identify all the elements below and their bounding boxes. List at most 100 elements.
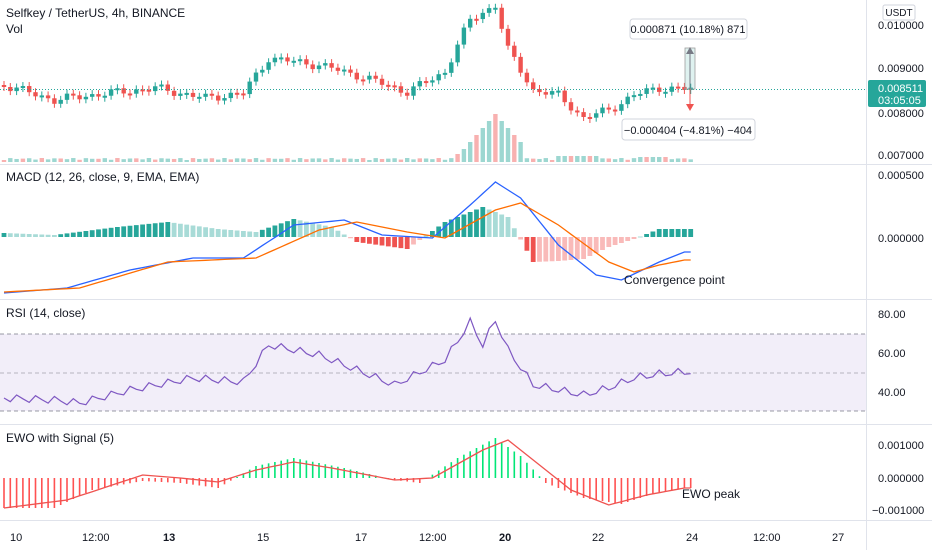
volume-bar: [575, 156, 580, 162]
volume-bar: [310, 158, 315, 162]
ewo-histogram-bar: [53, 478, 56, 508]
macd-histogram-bar: [45, 234, 51, 237]
price-candle: [430, 80, 435, 83]
volume-bar: [279, 158, 284, 162]
price-candle: [203, 93, 208, 97]
ewo-axis[interactable]: 0.001000 0.000000 −0.001000: [872, 440, 924, 517]
macd-histogram-bar: [549, 237, 555, 262]
price-candle: [682, 86, 687, 90]
volume-title[interactable]: Vol: [6, 22, 23, 36]
measure-up-label-box: [629, 18, 748, 40]
volume-bar: [468, 142, 473, 162]
volume-bar: [543, 158, 548, 162]
macd-histogram-bar: [493, 212, 498, 237]
macd-histogram-bar: [146, 223, 152, 237]
volume-bar: [234, 158, 240, 162]
rsi-axis[interactable]: 80.00 60.00 40.00: [878, 309, 906, 399]
price-candle: [323, 63, 328, 66]
time-label: 24: [686, 532, 698, 544]
macd-histogram-bar: [568, 237, 574, 260]
ewo-histogram-bar: [34, 478, 37, 508]
volume-bar: [348, 158, 353, 162]
price-candle: [575, 110, 580, 113]
ewo-histogram-bar: [626, 478, 629, 502]
macd-histogram-bar: [511, 228, 517, 237]
currency-badge[interactable]: [882, 4, 916, 21]
macd-histogram-bar: [562, 237, 568, 261]
ewo-histogram-bar: [482, 444, 484, 478]
rsi-title[interactable]: RSI (14, close): [6, 306, 85, 320]
ewo-histogram-bar: [582, 478, 585, 498]
macd-histogram-bar: [190, 225, 196, 237]
price-candle: [354, 72, 359, 80]
price-candle: [386, 84, 391, 87]
price-candle: [455, 44, 460, 63]
volume-bar: [83, 158, 89, 162]
rsi-tick: 80.00: [878, 309, 906, 321]
price-candle: [247, 81, 252, 95]
macd-histogram-bar: [228, 230, 234, 237]
volume-bar: [241, 158, 246, 162]
macd-histogram-bar: [234, 230, 240, 237]
macd-histogram-bar: [663, 229, 668, 237]
price-candle: [669, 86, 674, 92]
price-candle: [165, 84, 170, 91]
time-axis[interactable]: 10 12:00 13 15 17 12:00 20 22 24 12:00 2…: [10, 532, 844, 544]
volume-bar: [146, 158, 152, 162]
ewo-histogram-bar: [456, 458, 459, 478]
ewo-histogram-bar: [9, 478, 12, 508]
price-axis[interactable]: USDT 0.010000 0.009000 0.008000 0.007000…: [868, 4, 926, 162]
price-candle: [423, 81, 429, 84]
ewo-histogram-bar: [274, 462, 276, 478]
ewo-histogram-bar: [526, 462, 528, 478]
price-candle: [468, 18, 473, 28]
ewo-histogram-bar: [192, 478, 194, 485]
price-candle: [612, 109, 618, 112]
price-candle: [379, 78, 385, 85]
macd-histogram-bar: [304, 221, 309, 237]
ewo-histogram-bar: [185, 478, 188, 484]
ewo-histogram-bar: [148, 478, 150, 482]
time-label: 17: [355, 532, 367, 544]
price-candle: [253, 72, 259, 82]
price-candle: [537, 88, 542, 93]
price-candle: [27, 86, 32, 93]
macd-histogram-bar: [480, 207, 486, 237]
ewo-histogram-bar: [242, 473, 245, 478]
macd-histogram-bar: [486, 209, 492, 237]
ewo-title[interactable]: EWO with Signal (5): [6, 431, 114, 445]
price-candle: [14, 87, 19, 92]
macd-histogram-bar: [196, 226, 202, 237]
volume-bar: [518, 142, 523, 162]
price-candle: [600, 107, 605, 114]
measure-tool[interactable]: 0.000871 (10.18%) 871 −0.000404 (−4.81%)…: [621, 18, 756, 141]
macd-histogram-bar: [272, 225, 278, 237]
rsi-tick: 60.00: [878, 348, 906, 360]
ewo-histogram-bar: [85, 478, 87, 493]
macd-histogram-bar: [33, 234, 38, 237]
macd-axis[interactable]: 0.000500 0.000000: [878, 170, 924, 245]
macd-histogram-bar: [215, 229, 221, 237]
volume-bar: [600, 158, 605, 162]
volume-bar: [190, 158, 196, 162]
macd-histogram-bar: [637, 236, 643, 238]
volume-bar: [449, 158, 454, 162]
last-price-label: 0.008511: [878, 83, 923, 95]
rsi-band: [0, 333, 866, 412]
arrow-up-icon: [686, 47, 694, 54]
volume-bar: [216, 159, 221, 162]
price-candle: [499, 7, 504, 29]
macd-histogram-bar: [423, 235, 429, 237]
symbol-title[interactable]: Selfkey / TetherUS, 4h, BINANCE: [6, 6, 185, 20]
macd-histogram-bar: [360, 237, 366, 243]
volume-bar: [631, 158, 637, 162]
price-candles: [1, 3, 693, 123]
ewo-histogram-bar: [343, 468, 345, 478]
price-candle: [52, 98, 57, 104]
ewo-tick: −0.001000: [872, 505, 924, 517]
volume-bar: [556, 156, 561, 162]
volume-bar: [285, 158, 290, 162]
macd-title[interactable]: MACD (12, 26, close, 9, EMA, EMA): [6, 170, 199, 184]
volume-bar: [102, 158, 107, 162]
